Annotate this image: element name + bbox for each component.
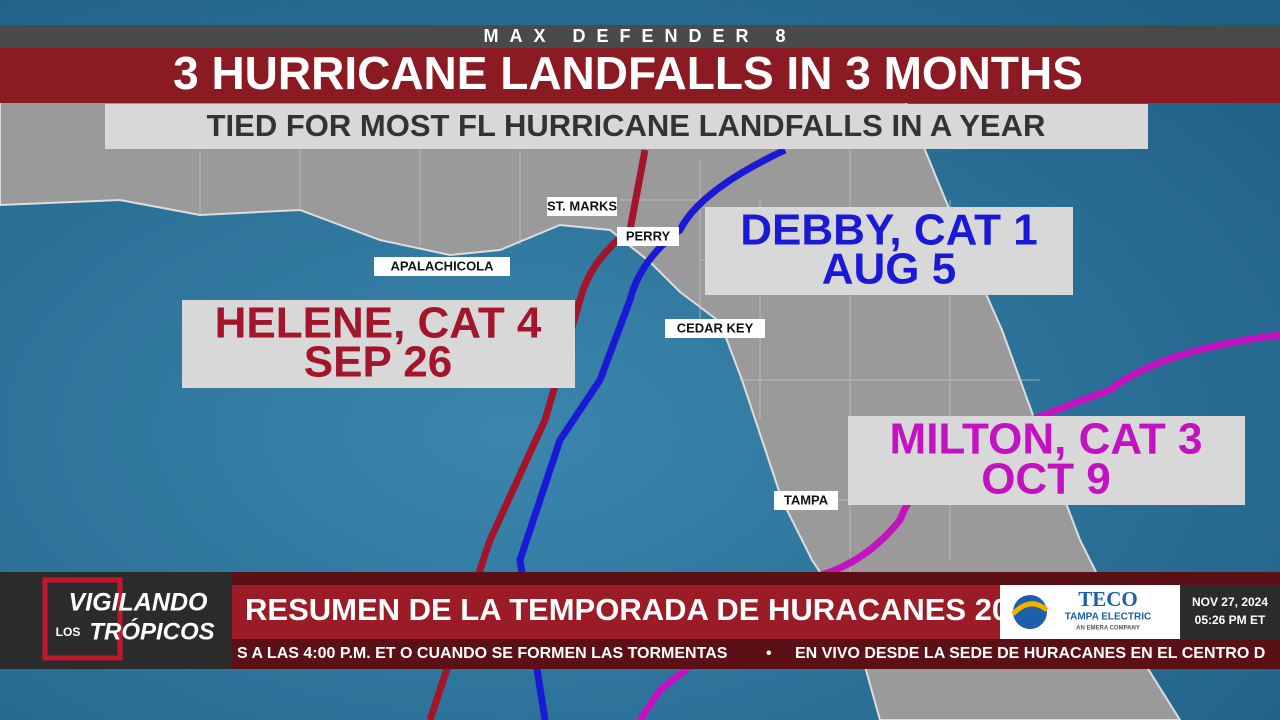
city-box [374,257,510,276]
show-name: LOS [56,625,81,639]
storm-date: AUG 5 [822,245,956,294]
ticker-bar [232,639,1280,669]
station-name: MAX DEFENDER 8 [483,26,796,46]
sponsor-name: TECO [1078,587,1138,611]
city-box [547,197,617,216]
sponsor-sub: TAMPA ELECTRIC [1065,612,1151,623]
show-name: VIGILANDO [69,589,208,617]
sponsor-icon [1011,601,1049,616]
city-label: ST. MARKS [547,198,617,213]
sponsor-sub: AN EMERA COMPANY [1076,626,1140,632]
city-labels: ST. MARKS PERRY APALACHICOLA CEDAR KEY T… [374,197,838,510]
storm-box [705,207,1073,295]
storm-box [848,416,1245,505]
date: NOV 27, 2024 [1192,595,1268,609]
city-label: CEDAR KEY [677,320,754,335]
station-bar [0,25,1280,48]
ticker-text: S A LAS 4:00 P.M. ET O CUANDO SE FORMEN … [237,645,728,662]
city-box [774,491,838,510]
storm-name: MILTON, CAT 3 [890,415,1203,464]
headline-bar [232,585,1000,639]
storm-box [182,300,575,388]
show-logo-bg [0,572,232,669]
ticker-separator: • [766,645,772,662]
subtitle-box [105,104,1148,149]
lower-third-top [232,572,1280,585]
show-name: TRÓPICOS [89,617,214,645]
logo-frame [42,577,123,661]
title-bar [0,48,1280,103]
debby-track [516,146,787,720]
storm-date: SEP 26 [304,338,452,387]
storm-name: DEBBY, CAT 1 [740,206,1037,255]
storm-name: HELENE, CAT 4 [215,299,542,348]
city-label: TAMPA [784,492,829,507]
headline: RESUMEN DE LA TEMPORADA DE HURACANES 202… [245,592,1044,627]
title: 3 HURRICANE LANDFALLS IN 3 MONTHS [173,47,1083,99]
time: 05:26 PM ET [1195,613,1266,627]
city-label: PERRY [626,228,671,243]
city-box [617,227,679,246]
storm-date: OCT 9 [981,455,1111,504]
clock-box [1180,585,1280,639]
ticker-text: EN VIVO DESDE LA SEDE DE HURACANES EN EL… [795,645,1265,662]
city-box [665,319,765,338]
subtitle: TIED FOR MOST FL HURRICANE LANDFALLS IN … [207,108,1046,143]
city-label: APALACHICOLA [390,258,494,273]
